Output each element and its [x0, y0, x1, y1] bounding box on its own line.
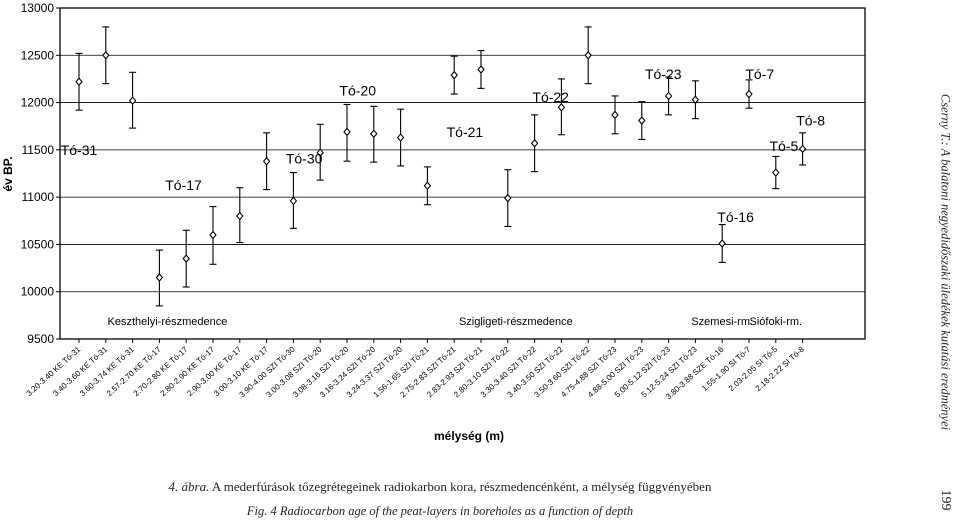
- marker-6: [236, 211, 244, 221]
- borehole-labels: Tó-31 Tó-17 Tó-30 Tó-20 Tó-21 Tó-22 Tó-23 Tó-16…: [61, 66, 826, 225]
- data-point-15: [477, 50, 485, 89]
- caption-hungarian-text: A mederfúrások tőzegrétegeinek radiokarb…: [209, 479, 712, 494]
- data-point-25: [745, 79, 753, 109]
- marker-11: [370, 129, 378, 139]
- data-point-10: [343, 103, 351, 162]
- marker-8: [289, 196, 298, 206]
- subbasin-labels: Keszthelyi-részmedence Szigligeti-részmed…: [108, 316, 803, 328]
- borehole-label-5: Tó-22: [532, 89, 569, 105]
- marker-0: [75, 77, 83, 87]
- borehole-label-2: Tó-30: [286, 150, 323, 166]
- marker-23: [691, 95, 700, 105]
- marker-15: [477, 65, 485, 74]
- ytick-label-12000: 12000: [21, 96, 55, 110]
- borehole-label-10: Tó-8: [796, 113, 825, 129]
- x-axis-label: mélység (m): [434, 429, 504, 443]
- marker-20: [611, 110, 619, 120]
- marker-9: [316, 148, 324, 158]
- data-point-11: [370, 105, 378, 163]
- borehole-label-3: Tó-20: [339, 82, 376, 98]
- data-point-14: [450, 55, 458, 95]
- subbasin-label-2: Szemesi-rm.: [691, 316, 753, 328]
- marker-7: [262, 156, 271, 166]
- caption-hungarian: 4. ábra. A mederfúrások tőzegrétegeinek …: [0, 479, 880, 495]
- x-axis-ticks: 3.20-3.40 KE Tó-313.40-3.60 KE Tó-313.60…: [25, 339, 807, 401]
- caption-english: Fig. 4 Radiocarbon age of the peat-layer…: [246, 504, 634, 518]
- marker-12: [396, 133, 405, 142]
- borehole-label-7: Tó-16: [717, 209, 754, 225]
- data-point-4: [182, 229, 190, 288]
- page-number: 199: [938, 489, 953, 511]
- data-point-9: [316, 123, 324, 181]
- borehole-label-0: Tó-31: [61, 142, 98, 158]
- marker-5: [209, 230, 217, 240]
- ytick-label-10500: 10500: [21, 237, 55, 251]
- data-point-24: [718, 224, 726, 263]
- ytick-label-11000: 11000: [22, 190, 55, 204]
- y-axis-ticks: 9500 10000 10500 11000 11500 12000 12500 13000: [21, 1, 60, 346]
- marker-14: [450, 70, 458, 80]
- marker-3: [155, 273, 164, 282]
- marker-24: [718, 239, 726, 248]
- borehole-label-9: Tó-5: [769, 138, 798, 154]
- ytick-label-13000: 13000: [21, 1, 55, 15]
- borehole-label-1: Tó-17: [165, 177, 202, 193]
- data-point-26: [772, 155, 780, 190]
- data-point-22: [664, 76, 673, 116]
- data-point-17: [530, 114, 539, 173]
- data-point-27: [798, 132, 807, 166]
- data-point-23: [691, 80, 700, 120]
- borehole-label-6: Tó-23: [645, 66, 682, 82]
- data-point-20: [611, 95, 619, 135]
- data-point-19: [584, 26, 592, 85]
- marker-18: [557, 102, 566, 112]
- data-point-13: [423, 166, 432, 206]
- grid-lines: [60, 54, 865, 293]
- marker-27: [798, 144, 807, 154]
- ytick-label-9500: 9500: [27, 332, 54, 346]
- data-point-2: [128, 71, 137, 129]
- marker-2: [128, 96, 137, 106]
- subbasin-label-0: Keszthelyi-részmedence: [108, 316, 228, 328]
- borehole-label-4: Tó-21: [447, 124, 484, 140]
- subbasin-label-3: Siófoki-rm.: [750, 316, 803, 328]
- marker-10: [343, 127, 351, 137]
- data-point-12: [396, 108, 405, 167]
- marker-16: [504, 193, 512, 203]
- running-head: Cserny T.: A balatoni negyedidőszaki üle…: [938, 93, 953, 431]
- marker-25: [745, 89, 753, 99]
- data-point-0: [75, 52, 83, 111]
- data-point-21: [638, 101, 646, 141]
- data-point-18: [557, 78, 566, 136]
- marker-1: [102, 50, 110, 60]
- ytick-label-10000: 10000: [21, 285, 55, 299]
- marker-21: [638, 116, 646, 125]
- borehole-label-8: Tó-7: [745, 66, 774, 82]
- data-point-6: [236, 187, 244, 244]
- marker-26: [772, 168, 780, 177]
- data-point-7: [262, 132, 271, 191]
- xtick-label-27: 2.18-2.22 SI Tó-8: [754, 344, 807, 393]
- marker-17: [530, 138, 539, 148]
- subbasin-label-1: Szigligeti-részmedence: [459, 316, 573, 328]
- data-point-16: [504, 169, 512, 228]
- data-point-8: [289, 172, 298, 229]
- data-point-3: [155, 249, 164, 307]
- ytick-label-11500: 11500: [22, 143, 55, 157]
- y-axis-label: év BP.: [1, 156, 15, 191]
- data-point-1: [102, 26, 110, 85]
- marker-22: [664, 91, 673, 101]
- marker-19: [584, 50, 592, 60]
- plot-frame: [59, 7, 866, 340]
- marker-4: [182, 254, 190, 263]
- caption-figure-label: 4. ábra.: [168, 479, 210, 494]
- ytick-label-12500: 12500: [21, 48, 55, 62]
- marker-13: [423, 181, 432, 191]
- data-series: [75, 26, 807, 307]
- data-point-5: [209, 206, 217, 265]
